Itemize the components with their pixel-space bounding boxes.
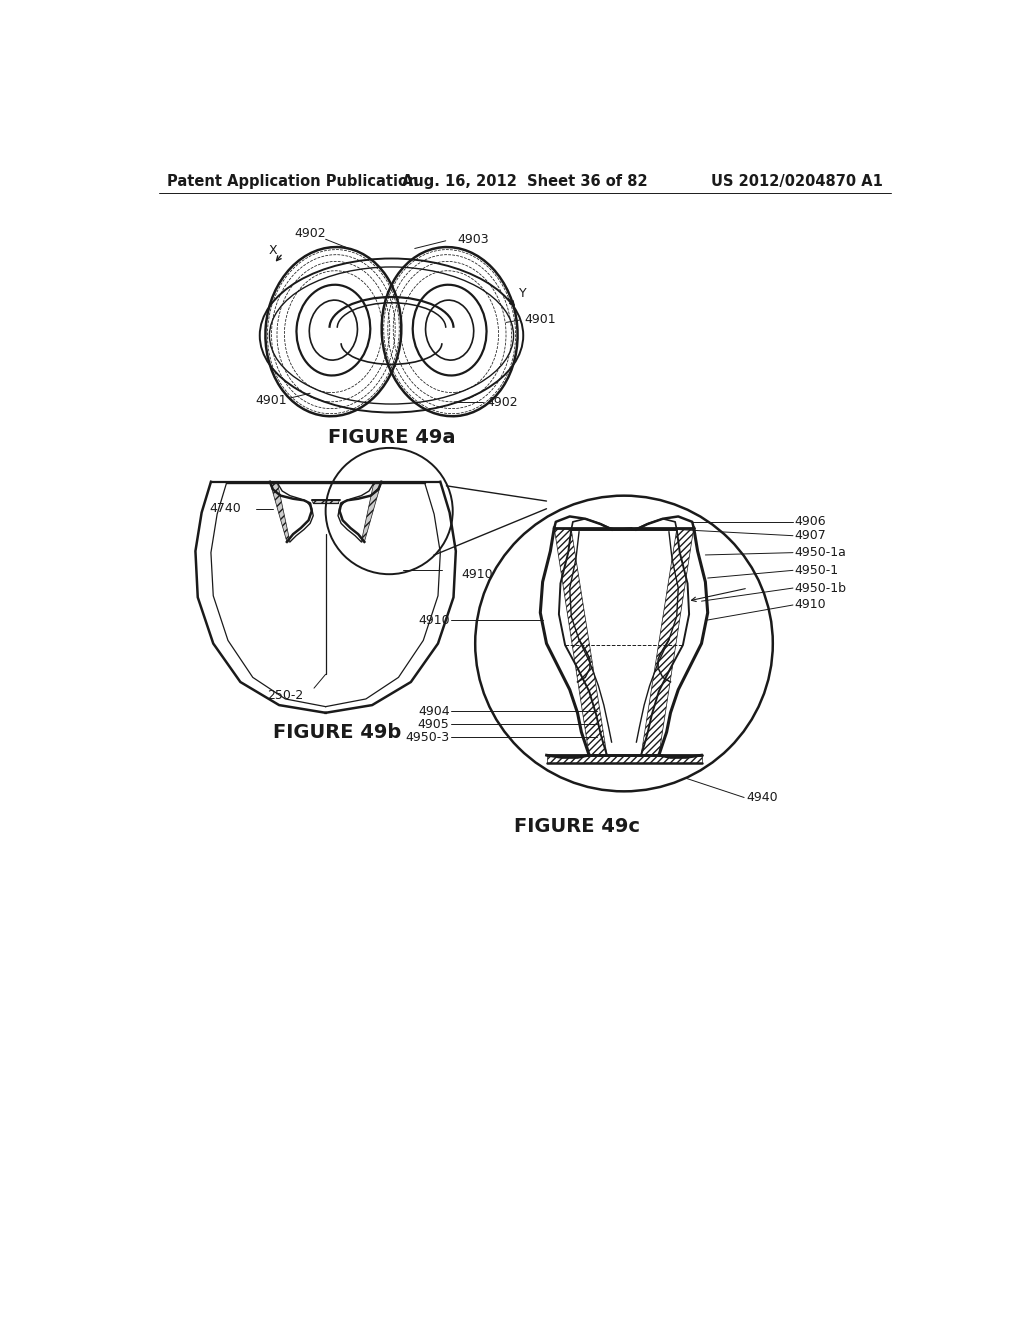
Text: Patent Application Publication: Patent Application Publication xyxy=(167,174,418,189)
Text: 4910: 4910 xyxy=(795,598,826,611)
Text: 250-2: 250-2 xyxy=(267,689,304,702)
Polygon shape xyxy=(361,482,381,543)
Text: 4907: 4907 xyxy=(795,529,826,543)
Text: 4903: 4903 xyxy=(458,232,489,246)
Text: X: X xyxy=(269,243,278,256)
Text: 4901: 4901 xyxy=(256,395,288,408)
Text: FIGURE 49b: FIGURE 49b xyxy=(273,722,401,742)
Text: 4950-3: 4950-3 xyxy=(406,731,450,744)
Polygon shape xyxy=(270,482,290,543)
Text: 4940: 4940 xyxy=(746,791,778,804)
Text: 4950-1: 4950-1 xyxy=(795,564,839,577)
Text: FIGURE 49a: FIGURE 49a xyxy=(328,429,456,447)
Text: 4901: 4901 xyxy=(524,313,556,326)
Text: Y: Y xyxy=(519,286,527,300)
Text: 4950-1b: 4950-1b xyxy=(795,582,847,594)
Text: 4904: 4904 xyxy=(418,705,450,718)
Text: 4950-1a: 4950-1a xyxy=(795,546,847,560)
Text: FIGURE 49c: FIGURE 49c xyxy=(514,817,640,837)
Text: 4910: 4910 xyxy=(461,568,493,581)
Text: 4905: 4905 xyxy=(418,718,450,731)
Text: 4910: 4910 xyxy=(418,614,450,627)
Text: 4902: 4902 xyxy=(486,396,518,409)
Text: 4740: 4740 xyxy=(209,502,241,515)
Text: 4902: 4902 xyxy=(295,227,327,240)
Circle shape xyxy=(475,496,773,791)
Text: Aug. 16, 2012  Sheet 36 of 82: Aug. 16, 2012 Sheet 36 of 82 xyxy=(402,174,647,189)
Text: 4906: 4906 xyxy=(795,515,826,528)
Polygon shape xyxy=(311,500,340,503)
Text: US 2012/0204870 A1: US 2012/0204870 A1 xyxy=(711,174,883,189)
